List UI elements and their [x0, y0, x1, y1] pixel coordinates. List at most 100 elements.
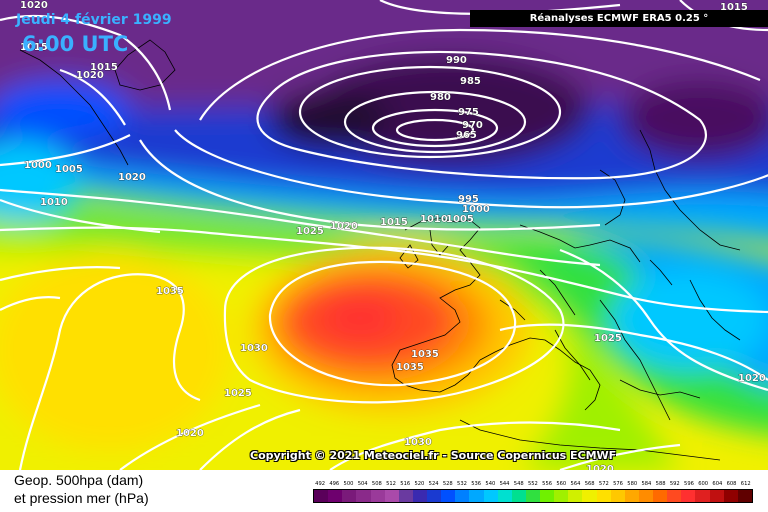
isobar-label: 1020: [738, 373, 766, 384]
scale-swatch: [554, 490, 569, 502]
scale-label: 560: [556, 481, 567, 487]
scale-label: 584: [641, 481, 652, 487]
scale-label: 608: [726, 481, 737, 487]
scale-swatch: [412, 490, 427, 502]
coastlines: [19, 39, 741, 461]
isobar-label: 1000: [462, 204, 490, 215]
isobar-label: 975: [458, 107, 479, 118]
scale-label: 600: [698, 481, 709, 487]
color-scale-labels: 492 496 500 504 508 512 516 520 524 528 532 536 540 5…: [313, 480, 753, 489]
scale-swatch: [455, 490, 470, 502]
scale-label: 516: [400, 481, 411, 487]
scale-label: 592: [669, 481, 680, 487]
isobar-label: 1020: [76, 70, 104, 81]
isobar-label: 1025: [224, 388, 252, 399]
isobar-label: 1015: [20, 42, 48, 53]
map-time: 6:00 UTC: [22, 32, 129, 56]
scale-label: 520: [414, 481, 425, 487]
legend-footer: Geop. 500hpa (dam) et pression mer (hPa)…: [0, 470, 768, 512]
scale-label: 612: [740, 481, 751, 487]
isobar-label: 1035: [396, 362, 424, 373]
scale-swatch: [540, 490, 555, 502]
scale-swatch: [667, 490, 682, 502]
scale-swatch: [525, 490, 540, 502]
isobar-label: 1015: [720, 2, 748, 13]
scale-label: 500: [343, 481, 354, 487]
scale-swatch: [342, 490, 357, 502]
isobar-label: 1020: [176, 428, 204, 439]
scale-swatch: [398, 490, 413, 502]
scale-label: 588: [655, 481, 666, 487]
scale-swatch: [610, 490, 625, 502]
isobar-label: 1020: [118, 172, 146, 183]
isobar-label: 1015: [380, 217, 408, 228]
scale-label: 508: [371, 481, 382, 487]
scale-swatch: [709, 490, 724, 502]
scale-swatch: [469, 490, 484, 502]
legend-title-line2: et pression mer (hPa): [14, 490, 149, 506]
scale-swatch: [695, 490, 710, 502]
scale-label: 604: [712, 481, 723, 487]
isobar-label: 980: [430, 92, 451, 103]
isobar-label: 1020: [20, 0, 48, 11]
scale-label: 532: [457, 481, 467, 487]
isobar-label: 965: [456, 130, 477, 141]
scale-label: 536: [471, 481, 482, 487]
isobar-label: 1000: [24, 160, 52, 171]
scale-label: 548: [513, 481, 524, 487]
isobar-label: 1005: [446, 214, 474, 225]
isobars: [0, 0, 768, 470]
scale-swatch: [427, 490, 442, 502]
scale-label: 556: [542, 481, 553, 487]
scale-swatch: [328, 490, 343, 502]
isobar-label: 1010: [40, 197, 68, 208]
scale-swatch: [681, 490, 696, 502]
scale-swatch: [370, 490, 385, 502]
isobar-label: 1030: [240, 343, 268, 354]
scale-swatch: [497, 490, 512, 502]
scale-swatch: [737, 490, 752, 502]
scale-swatch: [596, 490, 611, 502]
scale-label: 540: [485, 481, 496, 487]
scale-swatch: [582, 490, 597, 502]
scale-swatch: [624, 490, 639, 502]
isobar-label: 1025: [594, 333, 622, 344]
isobar-label: 1020: [586, 464, 614, 470]
scale-label: 528: [442, 481, 453, 487]
scale-swatch: [483, 490, 498, 502]
isobar-label: 1035: [156, 286, 184, 297]
isobar-label: 985: [460, 76, 481, 87]
scale-swatch: [568, 490, 583, 502]
scale-swatch: [441, 490, 456, 502]
isobar-label: 1035: [411, 349, 439, 360]
scale-swatch: [356, 490, 371, 502]
scale-label: 544: [499, 481, 510, 487]
copyright-notice: Copyright © 2021 Meteociel.fr - Source C…: [250, 449, 617, 462]
scale-swatch: [653, 490, 668, 502]
isobar-label: 995: [458, 194, 479, 205]
isobar-label: 990: [446, 55, 467, 66]
scale-label: 492: [315, 481, 326, 487]
scale-swatch: [723, 490, 738, 502]
isobar-label: 1010: [420, 214, 448, 225]
scale-swatch: [314, 490, 329, 502]
legend-title-line1: Geop. 500hpa (dam): [14, 472, 144, 488]
isobar-label: 1030: [404, 437, 432, 448]
isobar-label: 1015: [90, 62, 118, 73]
isobar-label: 1005: [55, 164, 83, 175]
isobar-label: 1020: [330, 221, 358, 232]
scale-label: 596: [684, 481, 694, 487]
scale-label: 580: [627, 481, 638, 487]
scale-swatch: [511, 490, 526, 502]
scale-label: 564: [570, 481, 581, 487]
scale-label: 496: [329, 481, 340, 487]
isobar-label: 970: [462, 120, 483, 131]
scale-swatch: [638, 490, 653, 502]
scale-label: 512: [386, 481, 396, 487]
scale-swatch: [384, 490, 399, 502]
map-date: Jeudi 4 février 1999: [16, 12, 172, 28]
